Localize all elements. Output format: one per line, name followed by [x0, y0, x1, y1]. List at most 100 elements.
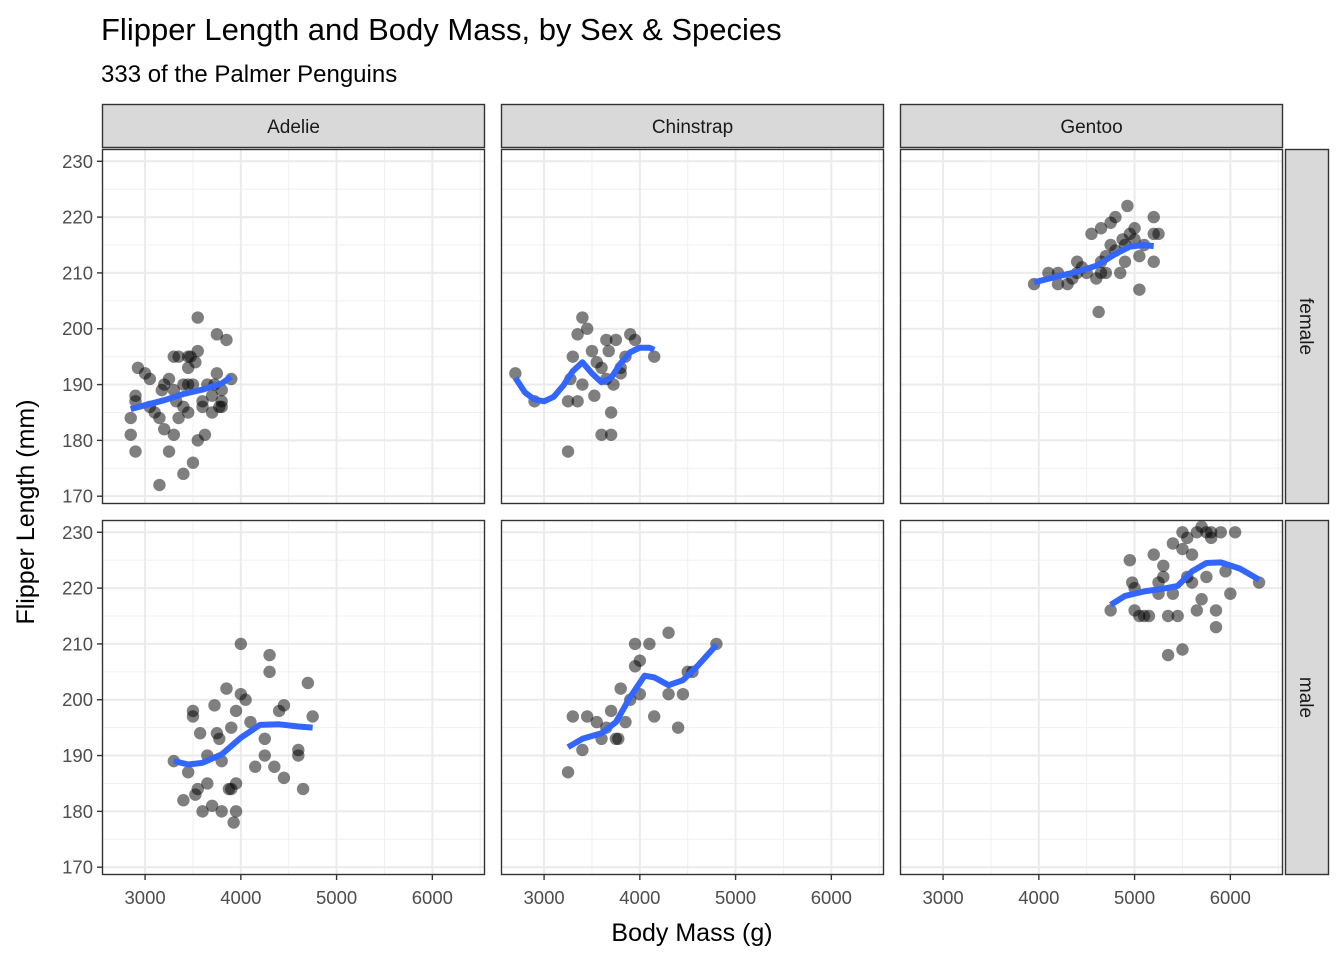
- data-point: [301, 676, 315, 690]
- data-point: [576, 311, 589, 324]
- panel-background: [102, 149, 485, 504]
- data-point: [566, 350, 580, 363]
- x-tick-label: 6000: [1210, 887, 1251, 908]
- data-point: [162, 372, 176, 386]
- strip-background: [500, 103, 885, 149]
- data-point: [215, 805, 228, 818]
- data-point: [172, 411, 185, 425]
- strip-background: [899, 103, 1284, 149]
- data-point: [191, 782, 204, 796]
- data-point: [193, 727, 207, 740]
- panel-gentoo-female: [899, 148, 1284, 505]
- x-axis-adelie: 3000 4000 5000 6000: [125, 875, 453, 908]
- data-point: [191, 311, 204, 324]
- y-tick-label: 190: [62, 374, 93, 395]
- data-point: [296, 782, 310, 796]
- data-point: [561, 445, 575, 458]
- data-point: [1166, 537, 1180, 550]
- data-point: [1142, 609, 1156, 623]
- data-point: [153, 478, 166, 492]
- x-tick-label: 4000: [619, 887, 660, 908]
- y-tick-label: 200: [62, 318, 93, 339]
- panel-adelie-female: [101, 148, 486, 505]
- data-point: [220, 682, 233, 695]
- data-point: [196, 805, 209, 818]
- data-point: [198, 428, 212, 441]
- y-tick-label: 230: [62, 522, 93, 543]
- strip-male: male: [1284, 519, 1330, 876]
- strip-label: female: [1295, 298, 1316, 355]
- data-point: [595, 361, 608, 375]
- x-axis-chinstrap: 3000 4000 5000 6000: [524, 875, 852, 908]
- data-point: [153, 411, 166, 425]
- x-axis-gentoo: 3000 4000 5000 6000: [923, 875, 1251, 908]
- data-point: [595, 428, 608, 441]
- data-point: [172, 350, 185, 363]
- data-point: [225, 721, 238, 734]
- data-point: [191, 344, 204, 358]
- data-point: [124, 411, 137, 425]
- data-point: [1161, 609, 1175, 623]
- data-point: [1128, 233, 1141, 246]
- data-point: [566, 710, 580, 723]
- y-tick-label: 220: [62, 578, 93, 599]
- strip-adelie: Adelie: [101, 103, 486, 149]
- strip-label: Chinstrap: [652, 117, 733, 138]
- x-tick-label: 3000: [923, 887, 964, 908]
- data-point: [213, 732, 226, 746]
- data-point: [1152, 227, 1165, 241]
- panel-border: [899, 519, 1284, 876]
- y-tick-label: 190: [62, 745, 93, 766]
- y-axis-title: Flipper Length (mm): [12, 399, 40, 624]
- data-point: [205, 389, 219, 402]
- data-point: [239, 693, 252, 706]
- data-point: [590, 715, 603, 729]
- data-point: [1157, 559, 1170, 572]
- smooth-line: [129, 374, 234, 412]
- data-point: [612, 732, 625, 746]
- data-point: [604, 406, 618, 419]
- data-point: [186, 704, 200, 718]
- panel-border: [101, 148, 486, 505]
- data-point: [604, 704, 618, 718]
- data-point: [124, 428, 137, 441]
- x-tick-label: 5000: [316, 887, 357, 908]
- data-point: [1104, 604, 1117, 617]
- data-point: [561, 395, 575, 408]
- data-point: [576, 743, 589, 757]
- x-tick-label: 4000: [1018, 887, 1059, 908]
- data-point: [1123, 553, 1137, 567]
- data-point: [186, 378, 200, 391]
- x-axis-title: Body Mass (g): [611, 919, 772, 947]
- data-point: [1092, 305, 1105, 319]
- data-point: [292, 743, 305, 757]
- data-point: [571, 328, 584, 341]
- data-point: [1109, 210, 1122, 224]
- data-point: [1085, 227, 1098, 241]
- data-point: [604, 428, 618, 441]
- data-point: [585, 344, 599, 358]
- data-point: [588, 389, 601, 402]
- data-point: [1209, 604, 1223, 617]
- smooth-line: [566, 642, 719, 750]
- data-point: [648, 710, 661, 723]
- data-point: [227, 816, 240, 829]
- data-point: [258, 749, 271, 762]
- data-point: [580, 322, 594, 335]
- data-point: [633, 654, 647, 667]
- data-point: [177, 467, 190, 481]
- data-point: [263, 648, 276, 662]
- data-point: [196, 395, 209, 408]
- smooth-line: [1033, 242, 1155, 286]
- data-point: [1094, 222, 1108, 235]
- data-point: [1209, 620, 1223, 634]
- data-point: [576, 378, 589, 391]
- data-point: [186, 456, 200, 469]
- data-point: [208, 699, 221, 712]
- data-point: [602, 344, 615, 358]
- data-point: [268, 760, 281, 773]
- data-point: [643, 637, 656, 651]
- data-point: [1224, 587, 1237, 600]
- data-point: [1190, 604, 1204, 617]
